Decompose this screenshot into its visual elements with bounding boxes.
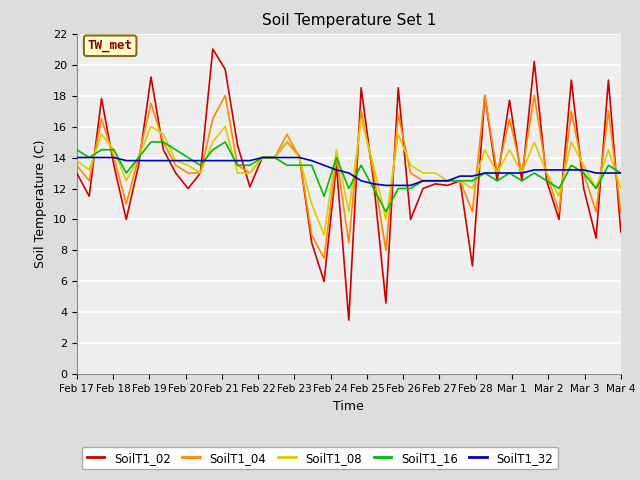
X-axis label: Time: Time — [333, 400, 364, 413]
Text: TW_met: TW_met — [88, 39, 132, 52]
Title: Soil Temperature Set 1: Soil Temperature Set 1 — [262, 13, 436, 28]
Y-axis label: Soil Temperature (C): Soil Temperature (C) — [35, 140, 47, 268]
Legend: SoilT1_02, SoilT1_04, SoilT1_08, SoilT1_16, SoilT1_32: SoilT1_02, SoilT1_04, SoilT1_08, SoilT1_… — [82, 447, 558, 469]
